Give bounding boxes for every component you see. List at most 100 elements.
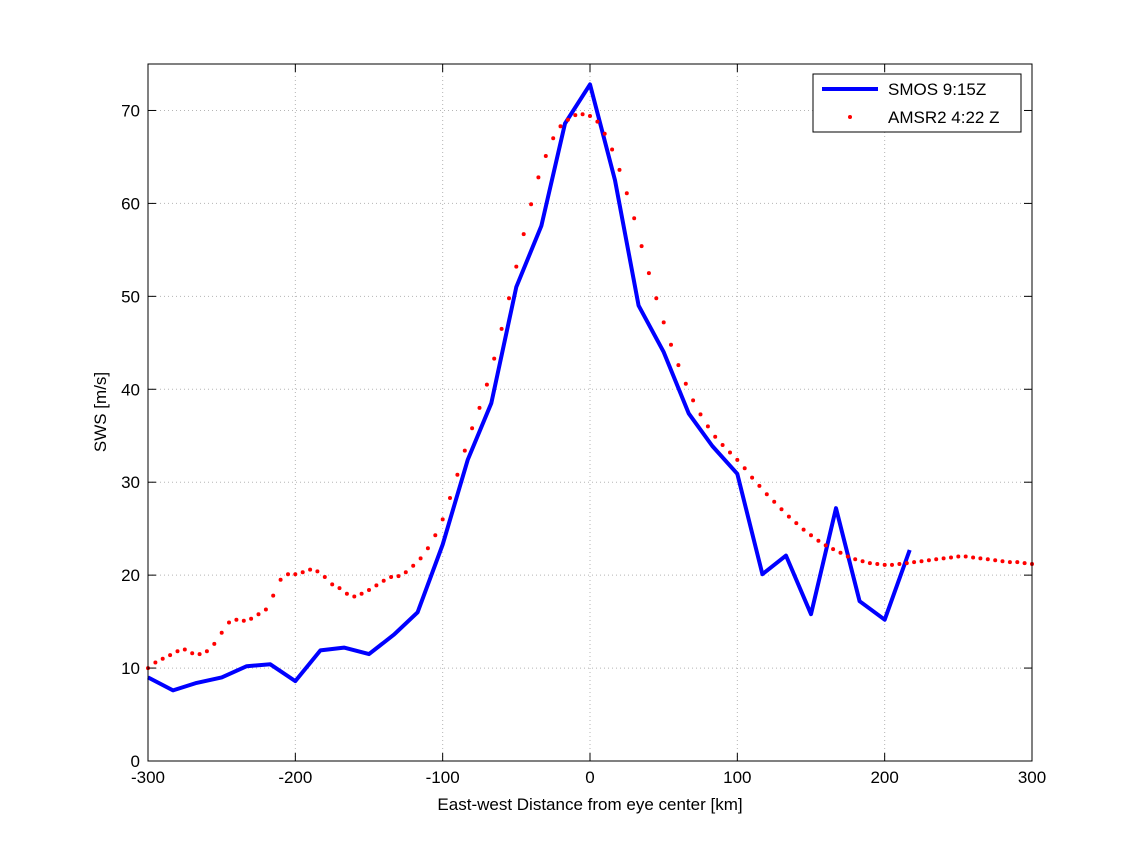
amsr2-data-point [367, 588, 371, 592]
amsr2-data-point [374, 583, 379, 588]
amsr2-data-point [683, 381, 688, 386]
amsr2-data-point [536, 175, 541, 180]
amsr2-data-point [691, 398, 696, 403]
x-tick-label: -200 [278, 768, 312, 787]
amsr2-data-point [617, 167, 622, 172]
amsr2-data-point [912, 560, 917, 565]
amsr2-data-point [1007, 560, 1012, 565]
amsr2-data-point [492, 356, 497, 361]
amsr2-data-point [219, 630, 224, 635]
y-tick-label: 40 [121, 380, 140, 399]
legend-dot-swatch [848, 115, 852, 119]
x-tick-label: -300 [131, 768, 165, 787]
amsr2-data-point [949, 555, 953, 560]
amsr2-data-point [433, 533, 438, 538]
amsr2-data-point [425, 546, 430, 551]
amsr2-data-point [403, 570, 408, 575]
amsr2-data-point [514, 264, 519, 269]
amsr2-data-point [934, 557, 939, 562]
amsr2-data-point [904, 561, 909, 566]
amsr2-data-point [926, 558, 931, 563]
amsr2-data-point [565, 117, 570, 122]
amsr2-data-point [381, 578, 386, 583]
x-tick-label: 200 [870, 768, 898, 787]
amsr2-data-point [624, 191, 629, 196]
amsr2-data-point [654, 296, 659, 301]
amsr2-data-point [823, 543, 828, 548]
amsr2-data-point [529, 202, 534, 207]
amsr2-data-point [160, 656, 165, 661]
amsr2-data-point [573, 113, 578, 118]
amsr2-data-point [543, 154, 548, 158]
amsr2-data-point [580, 112, 585, 117]
axis-ticks: -300 -200 -100 0 100 200 300 0 10 20 30 40 50 60 70 [121, 64, 1046, 787]
amsr2-data-point [271, 593, 276, 598]
amsr2-data-point [256, 612, 261, 617]
amsr2-data-point [985, 557, 990, 562]
amsr2-data-point [204, 649, 209, 654]
amsr2-data-point [344, 591, 349, 596]
amsr2-data-point [1015, 560, 1020, 565]
amsr2-data-point [956, 554, 961, 559]
amsr2-data-point [963, 554, 968, 559]
amsr2-data-point [352, 594, 357, 599]
amsr2-data-point [558, 124, 563, 129]
y-tick-label: 50 [121, 287, 140, 306]
amsr2-data-point [197, 652, 202, 657]
x-tick-label: -100 [426, 768, 460, 787]
series-layer [146, 82, 1034, 693]
amsr2-data-point [639, 244, 644, 249]
amsr2-data-point [551, 136, 556, 141]
amsr2-data-point [1000, 559, 1005, 564]
legend-label-smos: SMOS 9:15Z [888, 80, 986, 99]
amsr2-data-point [175, 649, 180, 654]
amsr2-data-point [632, 216, 637, 221]
amsr2-data-point [764, 492, 769, 497]
amsr2-data-point [499, 326, 504, 331]
y-tick-label: 60 [121, 194, 140, 213]
amsr2-data-point [484, 382, 489, 387]
legend: SMOS 9:15Z AMSR2 4:22 Z [812, 73, 1022, 133]
y-tick-label: 70 [121, 101, 140, 120]
y-tick-label: 0 [131, 752, 140, 771]
amsr2-data-point [308, 567, 313, 572]
amsr2-data-point [794, 521, 799, 526]
legend-box [812, 73, 1022, 133]
amsr2-data-point [728, 450, 732, 455]
amsr2-data-point [602, 131, 607, 136]
y-tick-label: 20 [121, 566, 140, 585]
amsr2-data-point [440, 517, 445, 522]
amsr2-data-point [801, 527, 806, 532]
amsr2-data-point [735, 457, 740, 462]
amsr2-data-point [646, 271, 651, 276]
x-tick-label: 0 [585, 768, 594, 787]
amsr2-data-point [786, 514, 791, 519]
amsr2-data-point [448, 496, 452, 500]
amsr2-data-point [882, 562, 887, 567]
amsr2-data-point [455, 472, 460, 477]
amsr2-data-point [234, 617, 239, 622]
amsr2-data-point [168, 653, 173, 658]
amsr2-data-point [396, 574, 401, 579]
amsr2-data-point [418, 556, 423, 561]
amsr2-data-point [941, 556, 946, 561]
amsr2-data-point [389, 575, 394, 579]
amsr2-data-point [779, 507, 784, 512]
amsr2-data-point [897, 562, 902, 566]
amsr2-data-point [978, 556, 983, 561]
amsr2-data-point [241, 618, 246, 623]
amsr2-data-point [676, 363, 681, 368]
y-tick-label: 10 [121, 659, 140, 678]
amsr2-data-point [845, 554, 850, 559]
amsr2-data-point [359, 591, 364, 596]
legend-label-amsr2: AMSR2 4:22 Z [888, 108, 1000, 127]
amsr2-data-point [809, 533, 813, 538]
amsr2-data-point [249, 616, 254, 621]
amsr2-data-point [860, 559, 865, 564]
amsr2-data-point [853, 557, 858, 562]
smos-series-line [147, 82, 912, 693]
amsr2-data-point [669, 342, 673, 347]
amsr2-data-point [1022, 561, 1027, 566]
amsr2-data-point [816, 538, 821, 543]
amsr2-data-point [190, 651, 195, 656]
